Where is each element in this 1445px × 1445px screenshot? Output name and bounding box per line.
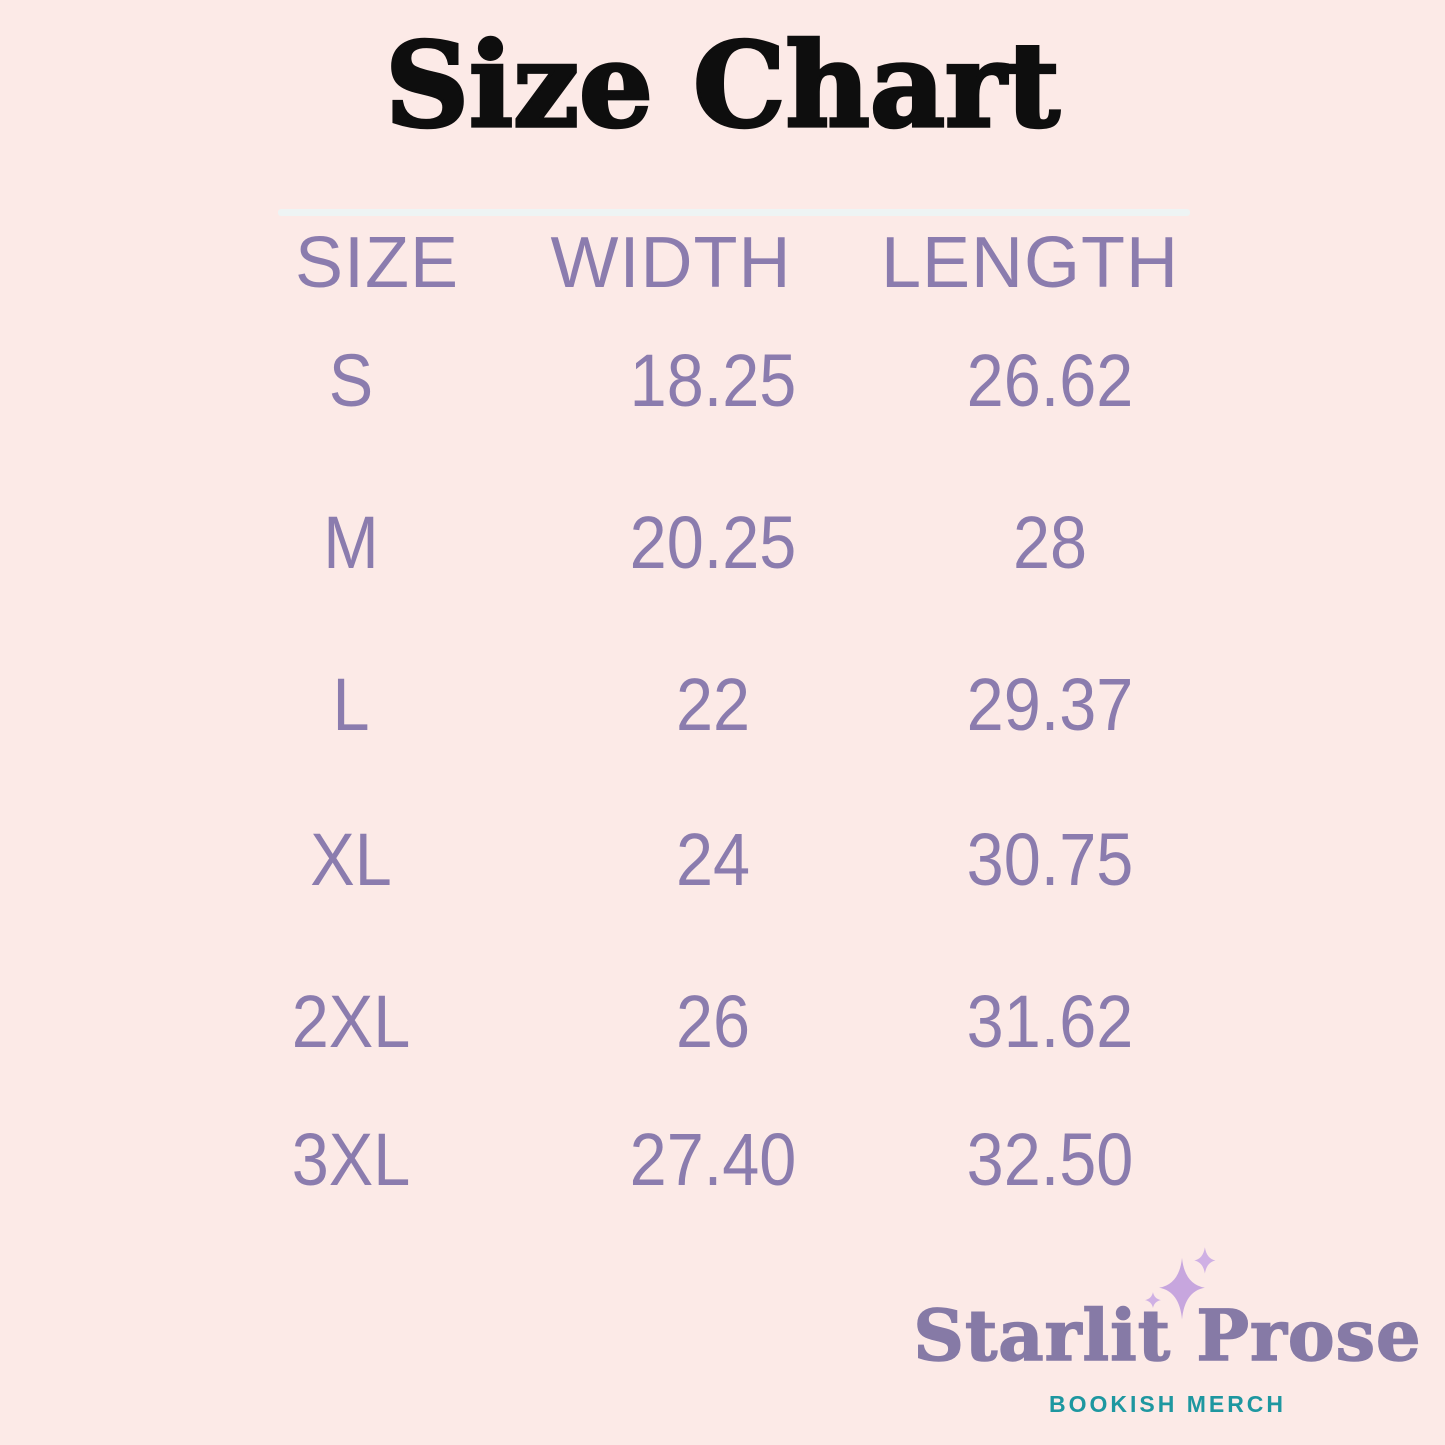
length-cell: 28 — [1012, 501, 1088, 584]
width-cell: 20.25 — [629, 501, 797, 584]
width-cell: 27.40 — [629, 1118, 797, 1201]
length-cell: 32.50 — [966, 1118, 1134, 1201]
brand-tagline: BOOKISH MERCH — [1048, 1390, 1287, 1417]
table-top-divider — [278, 209, 1190, 216]
table-row: S 18.25 26.62 — [0, 341, 1445, 421]
brand-name: Starlit Prose — [913, 1294, 1422, 1377]
width-cell: 26 — [675, 980, 751, 1063]
length-cell: 30.75 — [966, 818, 1134, 901]
column-header-width: WIDTH — [550, 223, 792, 303]
width-cell: 18.25 — [629, 339, 797, 422]
column-header-length: LENGTH — [880, 223, 1180, 303]
table-row: M 20.25 28 — [0, 503, 1445, 583]
sparkles-icon — [1145, 1247, 1216, 1320]
size-cell: 2XL — [291, 980, 411, 1063]
table-row: XL 24 30.75 — [0, 820, 1445, 900]
size-cell: XL — [310, 818, 392, 901]
length-cell: 26.62 — [966, 339, 1134, 422]
size-cell: S — [328, 339, 374, 422]
width-cell: 22 — [675, 663, 751, 746]
size-cell: M — [323, 501, 379, 584]
size-cell: L — [332, 663, 370, 746]
table-row: 2XL 26 31.62 — [0, 982, 1445, 1062]
size-cell: 3XL — [291, 1118, 411, 1201]
width-cell: 24 — [675, 818, 751, 901]
table-row: 3XL 27.40 32.50 — [0, 1120, 1445, 1200]
column-header-size: SIZE — [294, 223, 460, 303]
length-cell: 29.37 — [966, 663, 1134, 746]
brand-logo: Starlit Prose BOOKISH MERCH — [905, 1294, 1430, 1418]
table-header-row: SIZE WIDTH LENGTH — [0, 223, 1445, 303]
table-row: L 22 29.37 — [0, 665, 1445, 745]
page-title: Size Chart — [384, 18, 1062, 154]
length-cell: 31.62 — [966, 980, 1134, 1063]
